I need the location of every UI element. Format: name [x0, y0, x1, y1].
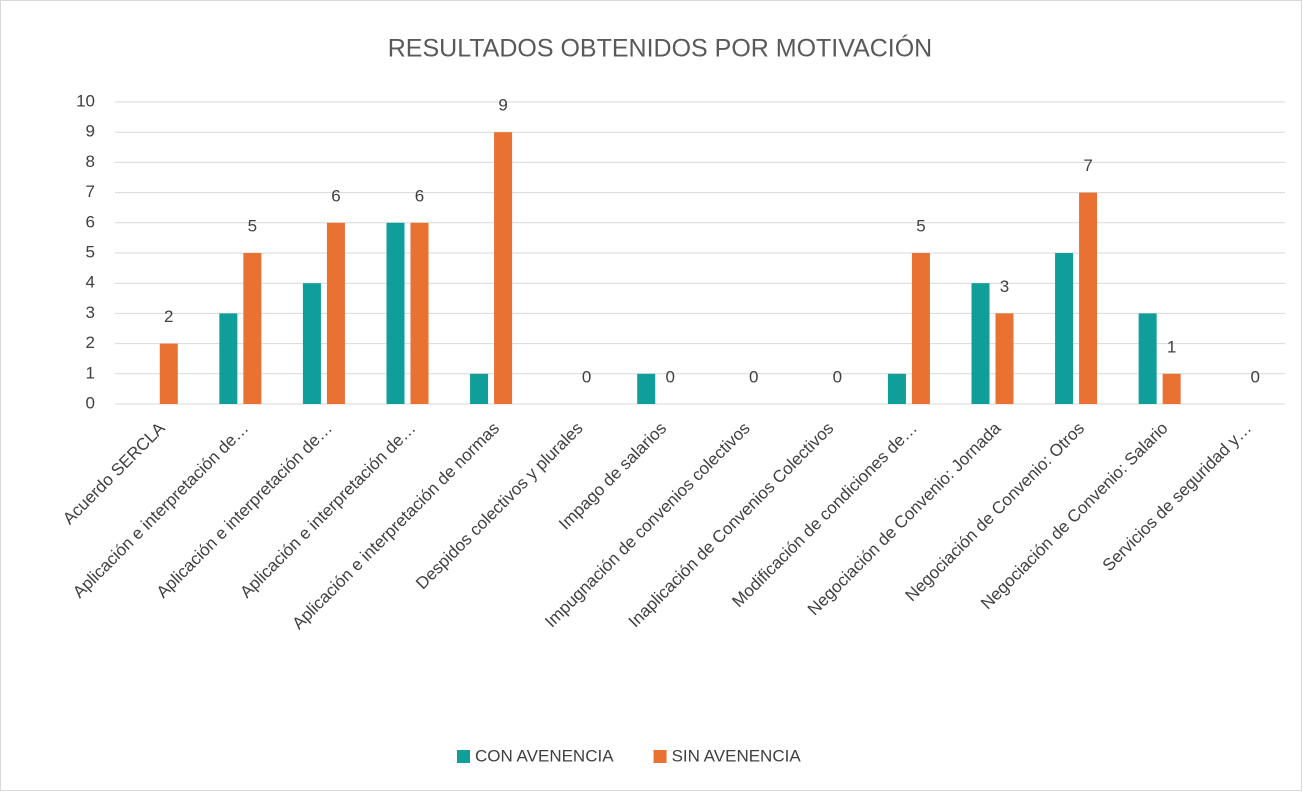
data-label: 1 [1167, 337, 1176, 356]
bar [1162, 373, 1181, 404]
legend-label: SIN AVENENCIA [672, 746, 802, 765]
legend-swatch [653, 750, 667, 763]
bar [159, 343, 178, 404]
y-tick-label: 9 [86, 122, 95, 141]
data-label: 7 [1083, 156, 1092, 175]
y-tick-label: 4 [86, 273, 95, 292]
legend-label: CON AVENENCIA [475, 746, 614, 765]
data-label: 6 [415, 186, 424, 205]
data-label: 0 [749, 367, 758, 386]
data-label: 0 [582, 367, 591, 386]
bar [243, 253, 262, 404]
bar [410, 222, 429, 404]
data-label: 3 [1000, 277, 1009, 296]
bar [1055, 253, 1074, 404]
bar [911, 253, 930, 404]
data-label: 5 [248, 216, 257, 235]
y-tick-label: 2 [86, 333, 95, 352]
data-label: 2 [164, 307, 173, 326]
bar [637, 373, 656, 404]
y-tick-label: 8 [86, 152, 95, 171]
y-tick-label: 1 [86, 363, 95, 382]
y-tick-label: 7 [86, 182, 95, 201]
data-label: 5 [916, 216, 925, 235]
data-label: 6 [331, 186, 340, 205]
bar [971, 283, 990, 404]
bar [386, 222, 405, 404]
y-tick-label: 5 [86, 242, 95, 261]
bar [219, 313, 238, 404]
bar [887, 373, 906, 404]
bar [995, 313, 1014, 404]
legend-swatch [457, 750, 470, 763]
y-tick-label: 10 [76, 91, 95, 110]
y-tick-label: 6 [86, 212, 95, 231]
y-tick-label: 0 [86, 393, 95, 412]
bar [1079, 192, 1098, 404]
bar [494, 132, 513, 404]
bar [326, 222, 345, 404]
y-tick-label: 3 [86, 303, 95, 322]
chart-title: RESULTADOS OBTENIDOS POR MOTIVACIÓN [388, 34, 933, 63]
data-label: 0 [833, 367, 842, 386]
bar [470, 373, 489, 404]
bar [1138, 313, 1157, 404]
bar [302, 283, 321, 404]
data-label: 0 [665, 367, 674, 386]
data-label: 9 [498, 96, 507, 115]
data-label: 0 [1250, 367, 1259, 386]
